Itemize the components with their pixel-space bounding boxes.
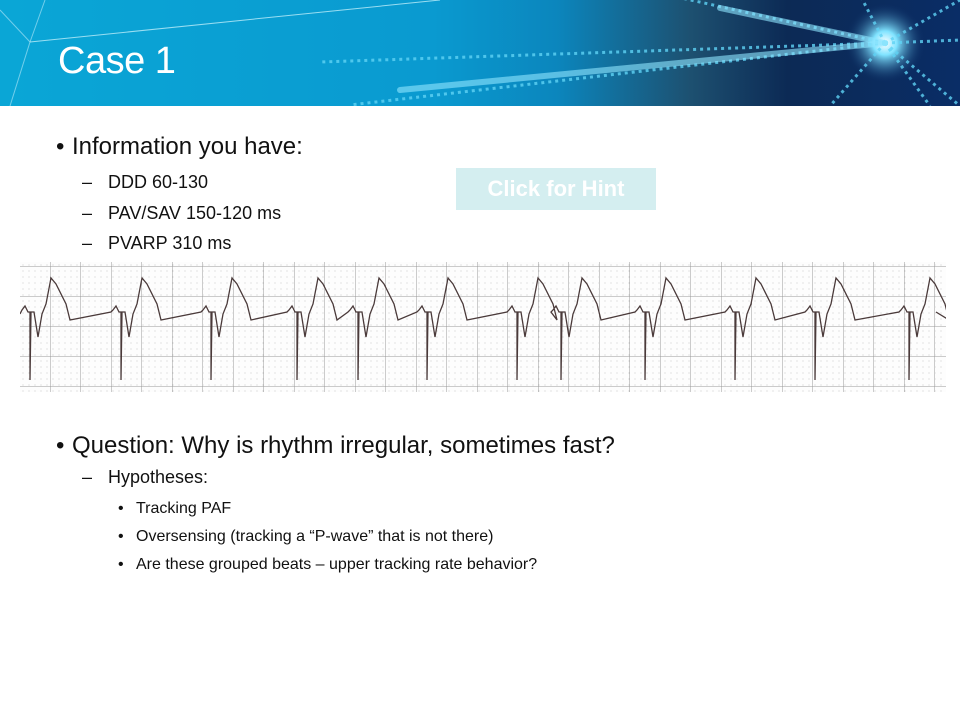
info-heading-text: Information you have: xyxy=(72,133,303,160)
bullet-icon: • xyxy=(118,556,124,573)
hypothesis-text: Oversensing (tracking a “P-wave” that is… xyxy=(136,528,494,545)
info-heading: • Information you have: xyxy=(56,133,303,161)
title-banner: Case 1 xyxy=(0,0,960,106)
hypothesis-text: Are these grouped beats – upper tracking… xyxy=(136,556,538,573)
question: • Question: Why is rhythm irregular, some… xyxy=(56,432,615,460)
info-item-text: PVARP 310 ms xyxy=(108,233,232,253)
bullet-icon: • xyxy=(56,133,65,160)
hypothesis-item: • Oversensing (tracking a “P-wave” that i… xyxy=(118,528,493,546)
question-text: Question: Why is rhythm irregular, somet… xyxy=(72,432,615,459)
hypotheses-heading-text: Hypotheses: xyxy=(108,467,209,487)
ecg-strip-image xyxy=(20,262,946,392)
dash-icon: – xyxy=(82,467,93,487)
bullet-icon: • xyxy=(56,432,65,459)
info-item: – PAV/SAV 150-120 ms xyxy=(82,203,281,224)
dash-icon: – xyxy=(82,172,93,192)
info-item-text: DDD 60-130 xyxy=(108,172,209,192)
info-item: – PVARP 310 ms xyxy=(82,233,231,254)
hypotheses-heading: – Hypotheses: xyxy=(82,467,208,488)
info-item: – DDD 60-130 xyxy=(82,172,208,193)
hint-button[interactable]: Click for Hint xyxy=(456,168,656,210)
hypothesis-item: • Are these grouped beats – upper trackin… xyxy=(118,556,537,574)
bullet-icon: • xyxy=(118,528,124,545)
ecg-trace xyxy=(20,276,946,381)
info-item-text: PAV/SAV 150-120 ms xyxy=(108,203,282,223)
slide-title: Case 1 xyxy=(58,40,176,82)
dash-icon: – xyxy=(82,203,93,223)
hypothesis-item: • Tracking PAF xyxy=(118,500,231,518)
dash-icon: – xyxy=(82,233,93,253)
hypothesis-text: Tracking PAF xyxy=(136,500,232,517)
banner-decoration xyxy=(0,0,960,106)
bullet-icon: • xyxy=(118,500,124,517)
